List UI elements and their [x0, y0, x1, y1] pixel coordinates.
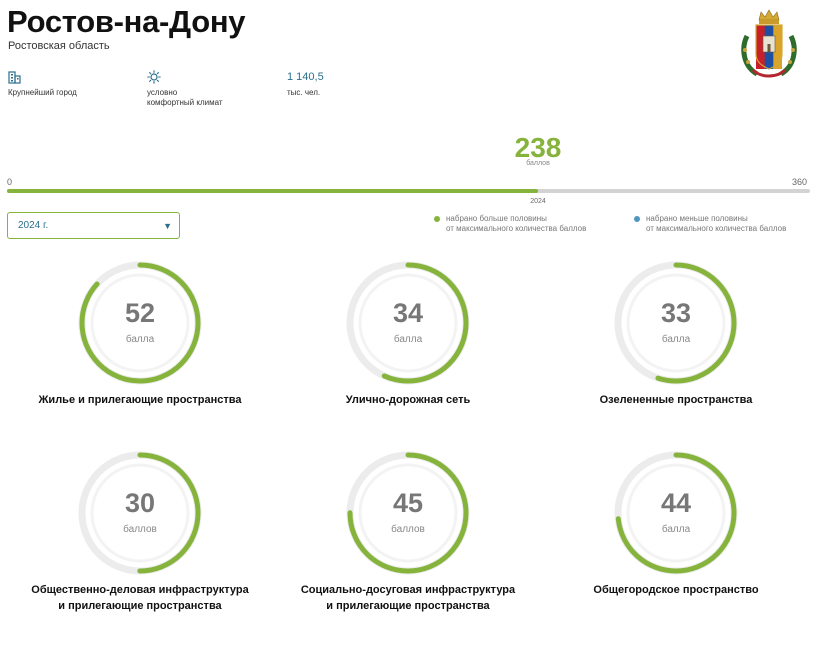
- gauge-ring-svg: [78, 261, 202, 385]
- progress-year-marker: 2024: [530, 198, 546, 205]
- total-score: 238: [514, 132, 562, 163]
- gauge-progress-arc: [79, 452, 201, 574]
- legend-less-line2: от максимального количества баллов: [646, 224, 787, 233]
- gauge-label-line1: Социально-досуговая инфраструктура: [300, 584, 516, 596]
- gauge-progress-arc: [79, 262, 201, 384]
- region-name: Ростовская область: [8, 40, 110, 52]
- category-gauge-housing: 52 балла Жилье и прилегающие пространств…: [10, 258, 270, 428]
- gauge-ring-svg: [78, 451, 202, 575]
- fact-climate: условно комфортный климат: [147, 70, 223, 108]
- category-gauge-leisure-infrastructure: 45 баллов Социально-досуговая инфраструк…: [278, 448, 538, 618]
- gauge-unit: балла: [125, 334, 155, 345]
- legend-more-line2: от максимального количества баллов: [446, 224, 587, 233]
- gauge-inner-ring: [626, 273, 726, 373]
- population-value: 1 140,5: [287, 71, 324, 83]
- gauge-value: 30: [124, 488, 156, 518]
- gauge-label: Общественно-деловая инфраструктура и при…: [10, 582, 270, 614]
- gauge-ring-svg: [346, 261, 470, 385]
- sun-icon: [147, 70, 161, 84]
- gauge-label-line1: Жилье и прилегающие пространства: [38, 394, 242, 406]
- gauge-value: 45: [392, 488, 424, 518]
- gauge-ring: [75, 448, 205, 578]
- gauge-progress-arc: [347, 452, 469, 574]
- population-unit: тыс. чел.: [287, 88, 321, 97]
- gauge-inner-ring: [90, 273, 190, 373]
- building-icon: [8, 70, 22, 84]
- gauge-label: Социально-досуговая инфраструктура и при…: [278, 582, 538, 614]
- fact-climate-line1: условно: [147, 88, 178, 97]
- gauge-ring: [343, 448, 473, 578]
- gauge-inner-ring: [90, 463, 190, 563]
- gauge-unit: баллов: [391, 524, 425, 535]
- gauge-unit: балла: [661, 524, 691, 535]
- gauge-inner-ring: [626, 463, 726, 563]
- gauge-progress-arc: [347, 262, 469, 384]
- gauge-ring-svg: [346, 451, 470, 575]
- gauge-value: 44: [660, 488, 692, 518]
- year-select-value: 2024 г.: [18, 220, 49, 231]
- gauge-value: 33: [660, 298, 692, 328]
- gauge-ring: [75, 258, 205, 388]
- gauge-unit: балла: [661, 334, 691, 345]
- gauge-value: 34: [392, 298, 424, 328]
- gauge-unit: баллов: [123, 524, 157, 535]
- gauge-label: Общегородское пространство: [546, 582, 806, 598]
- total-progress-fill: [7, 189, 538, 193]
- category-gauge-citywide-space: 44 балла Общегородское пространство: [546, 448, 806, 618]
- total-progress-bar: [7, 189, 810, 193]
- gauge-label-line2: и прилегающие пространства: [58, 600, 222, 612]
- gauge-ring: [611, 448, 741, 578]
- coat-of-arms: [739, 8, 799, 80]
- gauge-label-line2: и прилегающие пространства: [326, 600, 490, 612]
- gauge-ring-svg: [614, 451, 738, 575]
- fact-population: 1 140,5 тыс. чел.: [287, 70, 324, 98]
- scale-max-label: 360: [792, 177, 808, 187]
- fact-city-size-text: Крупнейший город: [8, 88, 77, 97]
- legend-more-line1: набрано больше половины: [446, 214, 547, 223]
- scale-min-label: 0: [7, 177, 13, 187]
- gauge-ring: [343, 258, 473, 388]
- gauge-inner-ring: [358, 273, 458, 373]
- gauge-label-line1: Озелененные пространства: [599, 394, 753, 406]
- city-title: Ростов-на-Дону: [7, 4, 246, 39]
- gauge-progress-arc: [615, 452, 737, 574]
- gauge-label-line1: Общегородское пространство: [593, 584, 759, 596]
- fact-climate-line2: комфортный климат: [147, 98, 223, 107]
- gauge-progress-arc: [615, 262, 737, 384]
- legend-more-than-half: набрано больше половины от максимального…: [434, 214, 586, 234]
- gauge-inner-ring: [358, 463, 458, 563]
- category-gauge-green-spaces: 33 балла Озелененные пространства: [546, 258, 806, 428]
- legend-dot-blue-icon: [634, 216, 640, 222]
- gauge-value: 52: [124, 298, 156, 328]
- gauge-label: Жилье и прилегающие пространства: [10, 392, 270, 408]
- year-select[interactable]: 2024 г. ▼: [7, 212, 180, 239]
- gauge-unit: балла: [393, 334, 423, 345]
- gauge-label-line1: Улично-дорожная сеть: [345, 394, 471, 406]
- gauge-ring-svg: [614, 261, 738, 385]
- total-score-unit: баллов: [526, 160, 550, 167]
- fact-city-size: Крупнейший город: [8, 70, 77, 98]
- gauge-ring: [611, 258, 741, 388]
- chevron-down-icon: ▼: [163, 221, 172, 231]
- legend-dot-green-icon: [434, 216, 440, 222]
- category-gauge-road-network: 34 балла Улично-дорожная сеть: [278, 258, 538, 428]
- gauge-label: Улично-дорожная сеть: [278, 392, 538, 408]
- gauge-label: Озелененные пространства: [546, 392, 806, 408]
- category-gauge-business-infrastructure: 30 баллов Общественно-деловая инфраструк…: [10, 448, 270, 618]
- legend-less-than-half: набрано меньше половины от максимального…: [634, 214, 786, 234]
- legend-less-line1: набрано меньше половины: [646, 214, 748, 223]
- gauge-label-line1: Общественно-деловая инфраструктура: [31, 584, 249, 596]
